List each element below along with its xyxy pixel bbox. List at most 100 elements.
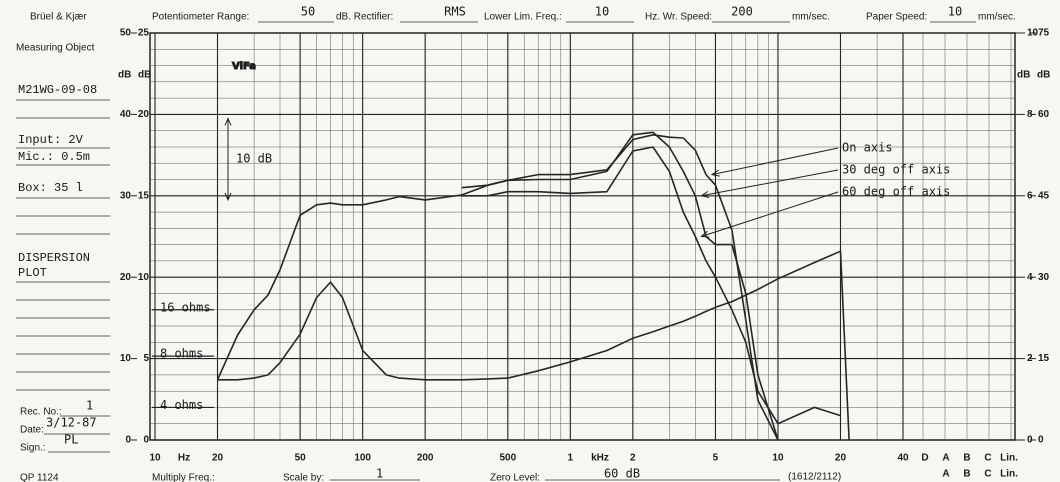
y2-tick-label: 15 <box>138 190 150 201</box>
legend-label: 60 deg off axis <box>842 185 950 199</box>
footer-text: Scale by: <box>283 473 324 482</box>
weighting-footer: A <box>942 469 949 480</box>
x-unit: kHz <box>591 453 609 464</box>
footer-text: Zero Level: <box>490 473 540 482</box>
x-tick-label: 10 <box>149 453 161 464</box>
field-value: M21WG-09-08 <box>18 83 97 97</box>
y-tick-label: 30 <box>120 190 132 201</box>
y-unit: dB <box>118 70 131 81</box>
field-label: Lower Lim. Freq.: <box>484 12 562 23</box>
legend-label: On axis <box>842 141 893 155</box>
y-unit: dB <box>1037 70 1050 81</box>
x-tick-label: 2 <box>630 453 636 464</box>
y-unit: dB <box>138 70 151 81</box>
legend-arrow <box>711 147 839 176</box>
impedance-label: 16 ohms <box>160 300 211 314</box>
arrow-head <box>710 169 720 177</box>
field-value: Input: 2V <box>18 133 84 147</box>
field-value: PLOT <box>18 266 47 280</box>
field-label: Date: <box>20 425 44 436</box>
footer-text: QP 1124 <box>20 473 59 482</box>
x-tick-label: 100 <box>354 453 371 464</box>
weighting-label: D <box>921 453 928 464</box>
y-tick-label: 40 <box>120 109 132 120</box>
x-tick-label: 20 <box>212 453 224 464</box>
x-tick-label: 40 <box>897 453 909 464</box>
x-unit: Hz <box>178 453 190 464</box>
x-tick-label: 10 <box>772 453 784 464</box>
field-label: Potentiometer Range: <box>152 12 249 23</box>
field-value: 3/12-87 <box>46 416 97 430</box>
right-tick-label: 60 <box>1038 109 1050 120</box>
impedance-label: 8 ohms <box>160 347 203 361</box>
field-label: Hz. Wr. Speed: <box>645 12 712 23</box>
field-label: Sign.: <box>20 443 46 454</box>
logo: ViFa <box>232 61 256 72</box>
footer-value: 1 <box>376 467 383 481</box>
legend-arrow <box>701 169 839 197</box>
field-label: Rec. No.: <box>20 407 62 418</box>
field-value: Box: 35 l <box>18 181 83 195</box>
field-unit: mm/sec. <box>792 12 830 23</box>
y2-tick-label: 10 <box>138 272 150 283</box>
x-tick-label: 20 <box>835 453 847 464</box>
field-value: 10 <box>595 5 609 19</box>
ruled-lines <box>44 415 110 453</box>
field-unit: mm/sec. <box>978 12 1016 23</box>
footer-text: (1612/2112) <box>788 472 841 482</box>
x-tick-label: 500 <box>499 453 516 464</box>
y-tick-label: 0 <box>125 435 131 446</box>
weighting-footer: B <box>963 469 970 480</box>
weighting-footer: C <box>984 469 991 480</box>
y-tick-label: 50 <box>120 28 132 39</box>
ruled-lines <box>16 99 110 391</box>
weighting-label: Lin. <box>1000 453 1018 464</box>
right-tick-label: 30 <box>1038 272 1050 283</box>
series-line <box>217 250 850 441</box>
field-value: 1 <box>86 399 93 413</box>
footer-text: Multiply Freq.: <box>152 473 215 482</box>
right-tick-label: 0 <box>1038 435 1044 446</box>
arrow-head <box>700 190 710 198</box>
legend-arrow <box>701 191 839 237</box>
y-tick-label: 10 <box>120 353 132 364</box>
series-line <box>461 146 841 425</box>
field-value: 50 <box>301 5 315 19</box>
brand: Brüel & Kjær <box>30 12 87 23</box>
arrow-head <box>700 230 710 238</box>
right-tick-label: 45 <box>1038 190 1050 201</box>
legend-label: 30 deg off axis <box>842 163 950 177</box>
field-value: DISPERSION <box>18 251 90 265</box>
series-line <box>461 131 779 441</box>
y-unit: dB <box>1017 70 1030 81</box>
y2-tick-label: 25 <box>138 28 150 39</box>
weighting-label: B <box>963 453 970 464</box>
footer-value: 60 dB <box>604 467 640 481</box>
weighting-label: C <box>984 453 991 464</box>
weighting-footer: Lin. <box>1000 469 1018 480</box>
weighting-label: A <box>942 453 949 464</box>
field-value: Mic.: 0.5m <box>18 150 90 164</box>
field-value: PL <box>64 433 78 447</box>
field-value: RMS <box>444 5 466 19</box>
annotation-label: 10 dB <box>236 152 272 166</box>
right-tick-label: 75 <box>1038 28 1050 39</box>
field-label: Measuring Object <box>16 43 95 54</box>
x-tick-label: 5 <box>713 453 719 464</box>
y2-tick-label: 0 <box>143 435 149 446</box>
arrow-head <box>224 117 232 202</box>
impedance-label: 4 ohms <box>160 398 203 412</box>
x-tick-label: 50 <box>295 453 307 464</box>
x-tick-label: 200 <box>417 453 434 464</box>
field-value: 10 <box>948 5 962 19</box>
y2-tick-label: 5 <box>143 353 149 364</box>
y2-tick-label: 20 <box>138 109 150 120</box>
field-value: 200 <box>731 5 753 19</box>
field-label: dB. Rectifier: <box>336 12 393 23</box>
y-tick-label: 20 <box>120 272 132 283</box>
sidebar: Measuring Object M21WG-09-08 Input: 2V M… <box>16 43 110 454</box>
right-tick-label: 15 <box>1038 353 1050 364</box>
